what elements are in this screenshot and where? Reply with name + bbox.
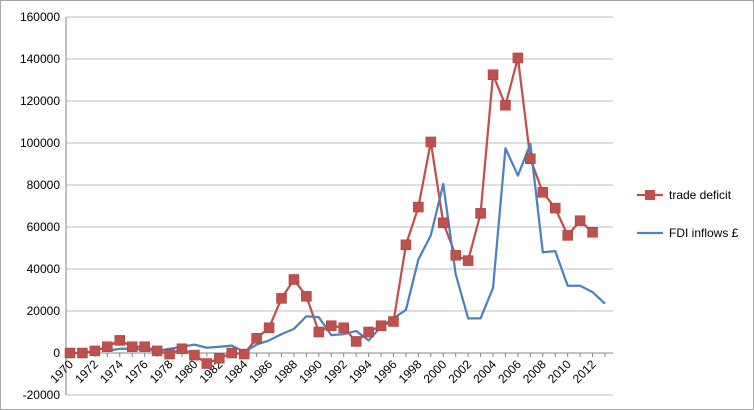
x-tick-label: 2008 — [520, 357, 549, 386]
trade-deficit-point — [338, 322, 349, 334]
x-tick-label: 2012 — [570, 357, 599, 386]
trade-deficit-point — [475, 208, 486, 219]
x-tick-label: 1996 — [371, 357, 400, 386]
y-tick-label: 160000 — [20, 10, 60, 24]
x-tick-label: 1972 — [72, 357, 101, 386]
trade-deficit-point — [189, 349, 200, 361]
trade-deficit-point — [487, 69, 499, 80]
x-tick-label: 2006 — [495, 357, 524, 386]
trade-deficit-point — [450, 250, 461, 261]
trade-deficit-point — [438, 217, 449, 229]
y-tick-label: 140000 — [20, 52, 60, 66]
trade-deficit-point — [549, 202, 561, 214]
trade-deficit-point — [214, 353, 225, 364]
x-tick-label: 2002 — [445, 357, 474, 386]
axes — [65, 17, 613, 395]
trade-deficit-point — [151, 345, 163, 357]
trade-deficit-point — [164, 348, 175, 360]
x-tick-label: 1976 — [122, 357, 151, 386]
y-tick-label: -20000 — [23, 388, 61, 402]
trade-deficit-point — [525, 153, 536, 164]
trade-deficit-point — [425, 136, 437, 148]
y-tick-labels: -20000 0 20000 40000 60000 80000 100000 120000 1… — [20, 10, 60, 402]
trade-deficit-point — [512, 52, 524, 64]
trade-deficit-point — [89, 345, 101, 357]
trade-deficit-point — [176, 343, 188, 355]
trade-deficit-point — [114, 335, 126, 346]
trade-deficit-point — [263, 322, 275, 334]
gridlines — [66, 16, 613, 396]
trade-deficit-point — [400, 239, 412, 251]
x-tick-label: 1988 — [271, 357, 300, 386]
trade-deficit-point — [251, 333, 262, 344]
trade-deficit-point — [326, 320, 337, 331]
trade-deficit-point — [462, 255, 474, 266]
y-tick-label: 40000 — [27, 262, 61, 276]
trade-deficit-point — [201, 358, 213, 369]
legend-label: FDI inflows £ — [669, 226, 739, 240]
y-tick-label: 100000 — [20, 136, 60, 150]
y-tick-label: 60000 — [27, 220, 61, 234]
x-tick-label: 1978 — [147, 357, 176, 386]
series-markers — [64, 52, 598, 369]
trade-deficit-line — [70, 56, 594, 365]
trade-deficit-point — [226, 347, 237, 359]
legend-label: trade deficit — [669, 188, 732, 202]
trade-deficit-point — [238, 348, 250, 360]
x-tick-label: 1974 — [97, 357, 126, 386]
trade-deficit-point — [301, 291, 312, 302]
x-tick-label: 1980 — [172, 357, 201, 386]
x-tick-label: 1994 — [346, 357, 375, 386]
trade-deficit-point — [587, 227, 598, 238]
y-tick-label: 0 — [53, 346, 60, 360]
trade-deficit-point — [537, 187, 549, 198]
series-lines — [70, 56, 606, 365]
x-tick-label: 2000 — [421, 357, 450, 386]
y-tick-label: 20000 — [27, 304, 61, 318]
trade-deficit-point — [388, 316, 399, 327]
x-tick-label: 1986 — [246, 357, 275, 386]
trade-deficit-point — [313, 326, 325, 338]
x-tick-label: 1970 — [47, 357, 76, 386]
trade-deficit-point — [574, 215, 586, 226]
trade-deficit-point — [77, 347, 88, 359]
trade-deficit-point — [276, 293, 287, 304]
x-tick-labels: 1970197219741976197819801982198419861988… — [47, 357, 599, 386]
trade-deficit-point — [102, 341, 113, 352]
fdi-inflows-line — [107, 142, 606, 354]
trade-deficit-point — [126, 341, 138, 352]
trade-deficit-point — [139, 341, 150, 352]
x-tick-label: 2004 — [470, 357, 499, 386]
x-tick-label: 1992 — [321, 357, 350, 386]
legend-marker-trade-deficit — [645, 190, 655, 200]
trade-deficit-point — [350, 336, 362, 347]
trade-deficit-point — [413, 201, 424, 213]
x-tick-label: 1990 — [296, 357, 325, 386]
trade-deficit-point — [562, 230, 573, 241]
trade-deficit-point — [64, 347, 76, 359]
trade-deficit-point — [288, 274, 300, 285]
y-tick-label: 80000 — [27, 178, 61, 192]
legend: trade deficit FDI inflows £ — [637, 188, 739, 240]
y-tick-label: 120000 — [20, 94, 60, 108]
x-tick-label: 1998 — [396, 357, 425, 386]
trade-deficit-point — [500, 99, 511, 111]
x-tick-label: 2010 — [545, 357, 574, 386]
trade-deficit-point — [363, 326, 374, 338]
x-tick-label: 1984 — [222, 357, 251, 386]
trade-deficit-point — [375, 320, 387, 331]
